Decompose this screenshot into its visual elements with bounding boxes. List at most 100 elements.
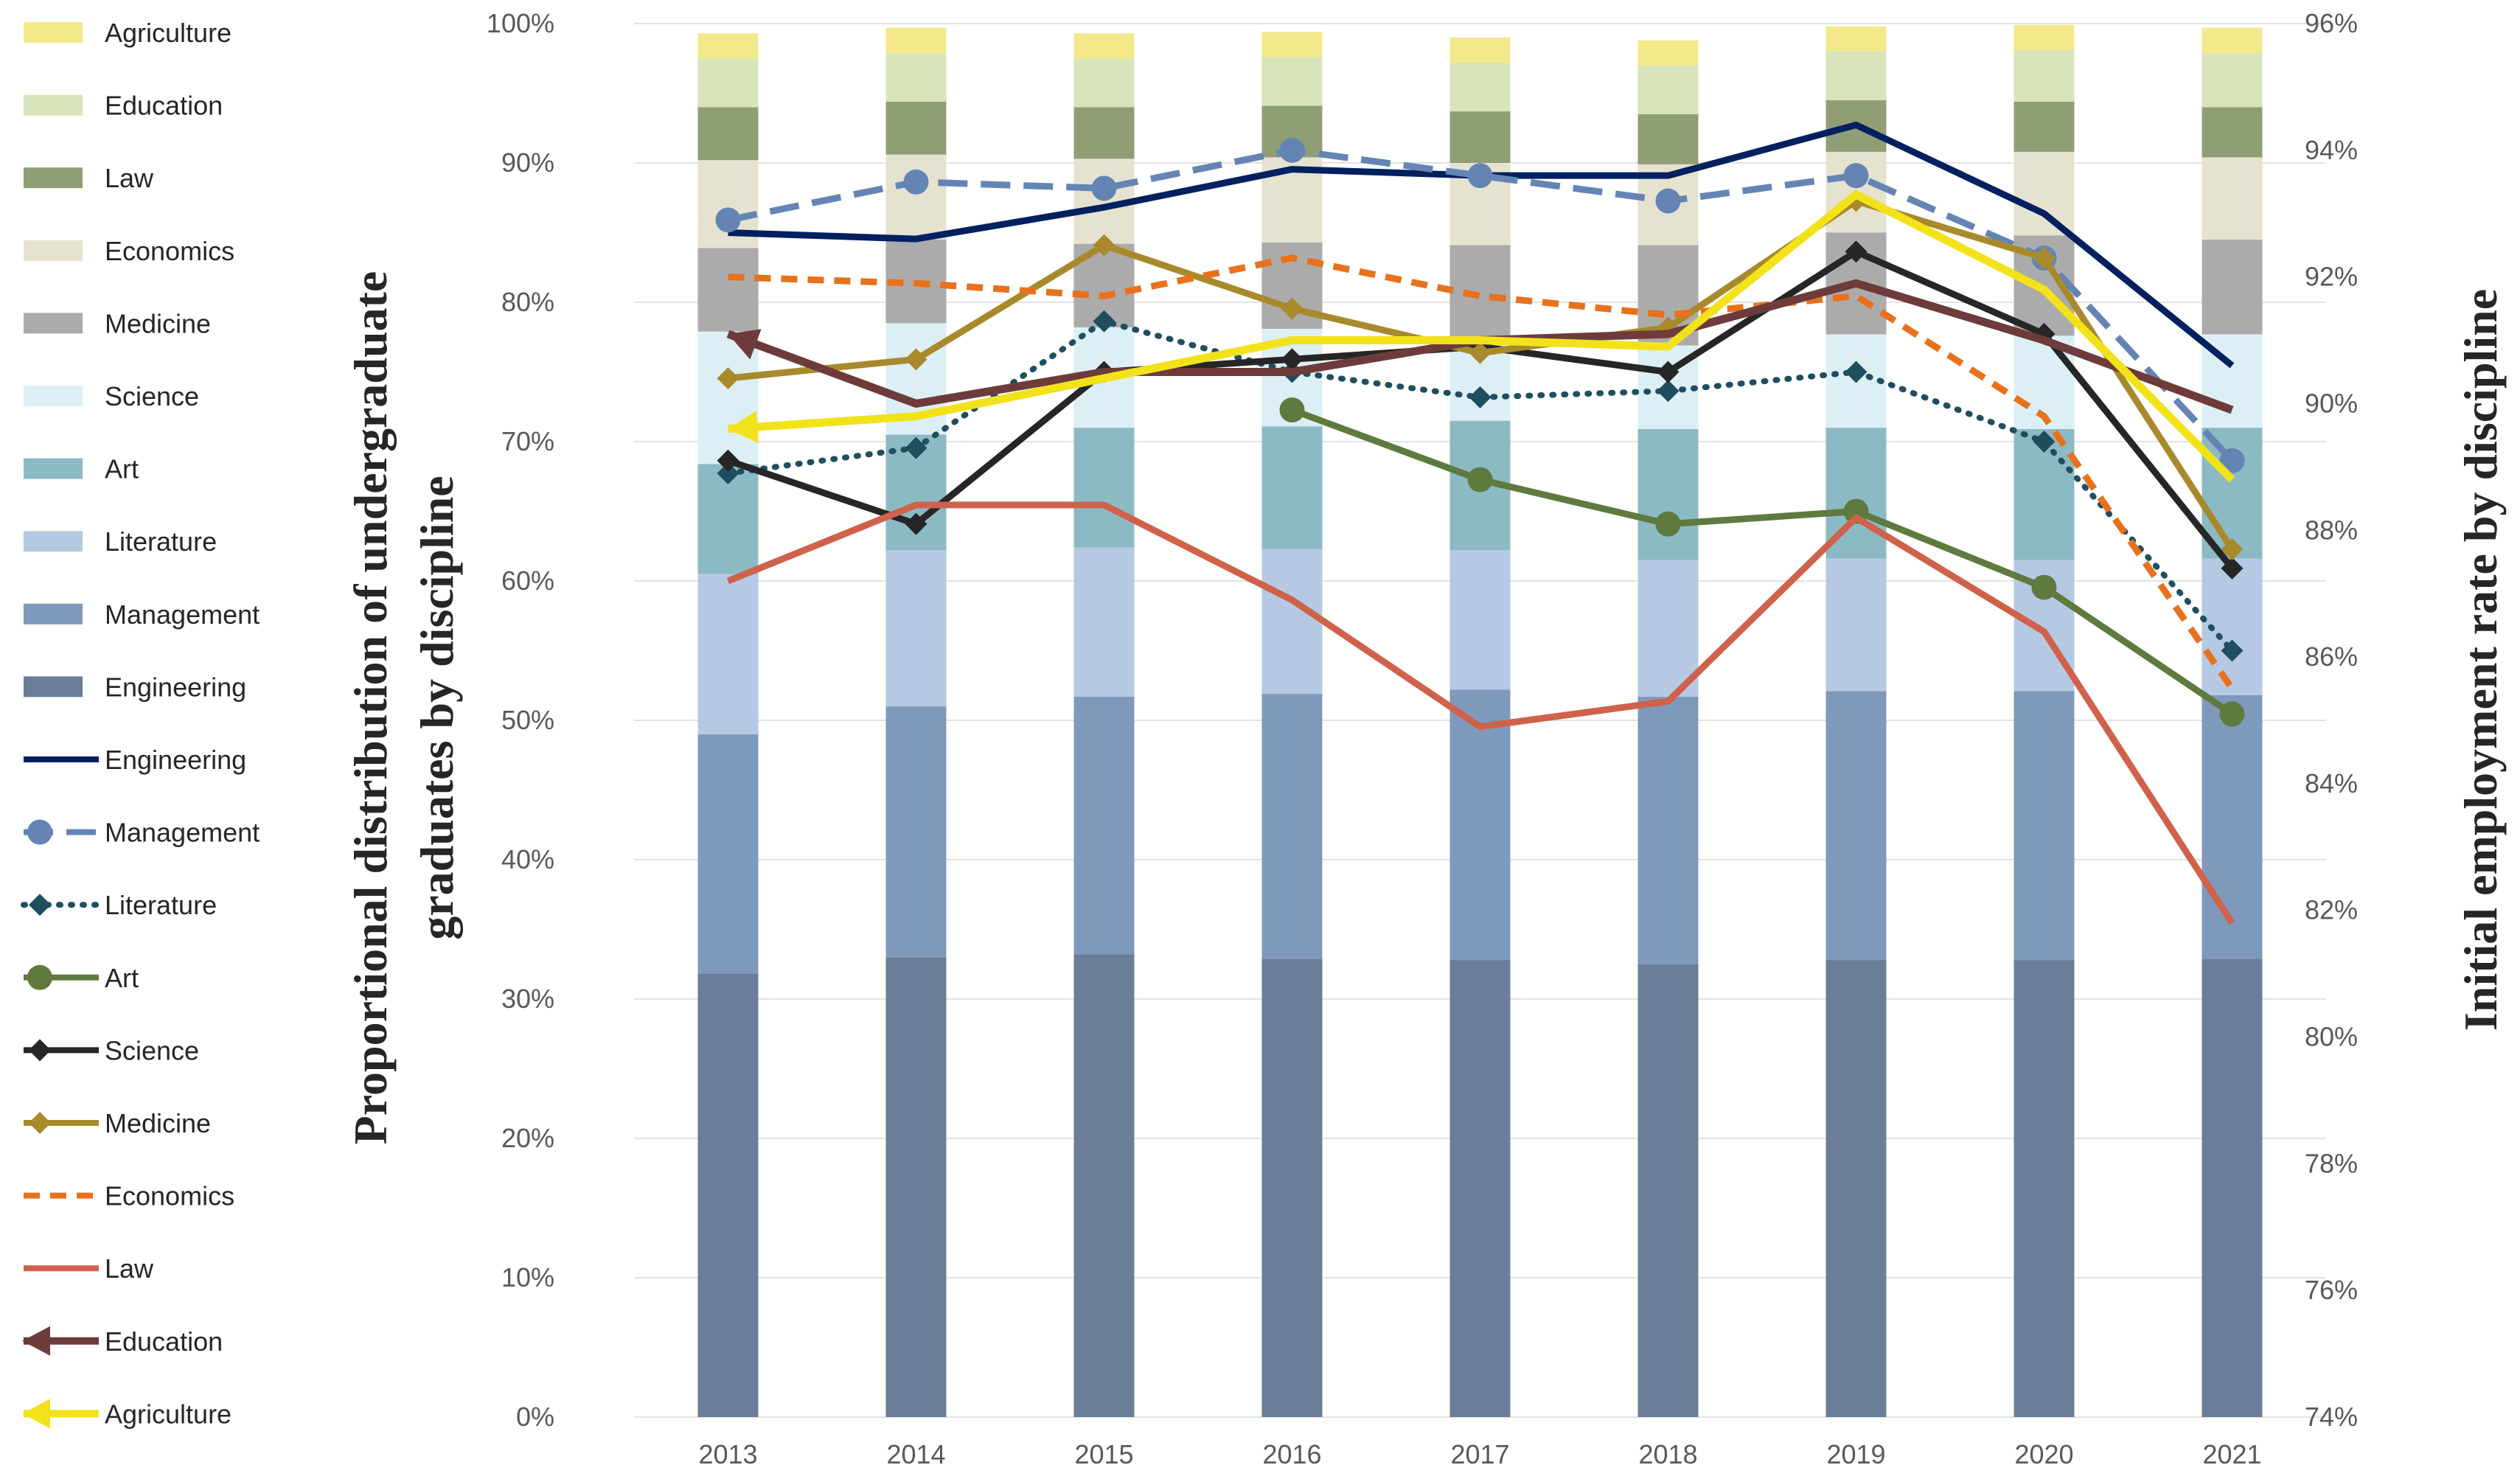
- legend-label-engineering: Engineering: [105, 745, 246, 775]
- bar-education: [2013, 49, 2075, 102]
- line-art: [1290, 406, 2235, 717]
- legend-swatch-medicine: [24, 313, 83, 334]
- marker-medicine: [905, 348, 927, 371]
- bar-law: [1637, 114, 1699, 164]
- y-right-tick-label: 92%: [2305, 262, 2358, 292]
- y-right-tick-label: 78%: [2305, 1148, 2358, 1178]
- bar-management: [1261, 694, 1323, 959]
- bar-education: [1637, 65, 1699, 114]
- bar-agriculture: [1073, 33, 1135, 59]
- marker-art: [2031, 574, 2057, 600]
- bar-education: [1261, 57, 1323, 106]
- bar-law: [1449, 111, 1511, 163]
- bar-economics: [885, 154, 947, 240]
- marker-management: [1467, 163, 1493, 189]
- bar-engineering: [1449, 960, 1511, 1417]
- legend-marker-art: [27, 964, 52, 990]
- legend-swatch-management: [24, 603, 83, 624]
- legend-swatch-literature: [24, 531, 83, 552]
- line-law: [726, 501, 2235, 925]
- legend-label-science: Science: [105, 381, 199, 411]
- y-right-tick-label: 96%: [2305, 8, 2358, 38]
- left-axis-title-line1: Proportional distribution of undergradua…: [344, 271, 397, 1145]
- legend: Agriculture Education Law Economics Medicine…: [21, 18, 260, 1429]
- line-economics: [728, 254, 2235, 691]
- marker-literature: [1469, 386, 1492, 408]
- legend-marker-medicine: [29, 1112, 51, 1134]
- bar-engineering: [2201, 958, 2263, 1417]
- bar-engineering: [1073, 954, 1135, 1417]
- legend-swatch-economics: [24, 240, 83, 261]
- legend-label-engineering: Engineering: [105, 672, 246, 702]
- legend-swatch-education: [24, 94, 83, 116]
- bar-management: [2201, 695, 2263, 959]
- bar-art: [1637, 428, 1699, 560]
- bar-medicine: [697, 248, 759, 332]
- bar-law: [697, 107, 759, 161]
- y-right-tick-label: 90%: [2305, 388, 2358, 418]
- bar-law: [1073, 107, 1135, 159]
- bar-management: [1449, 689, 1511, 961]
- bar-literature: [697, 574, 759, 734]
- left-axis-title-line2: graduates by discipline: [411, 476, 463, 939]
- bar-agriculture: [2201, 27, 2263, 53]
- marker-medicine: [2033, 246, 2056, 269]
- bar-management: [885, 706, 947, 958]
- legend-marker-literature: [29, 894, 51, 916]
- bar-art: [1261, 426, 1323, 549]
- legend-arrow-education: [22, 1326, 50, 1356]
- legend-label-management: Management: [105, 818, 260, 848]
- arrowhead-education: [728, 329, 762, 360]
- x-tick-label: 2020: [2014, 1439, 2073, 1469]
- x-tick-label: 2014: [886, 1439, 945, 1469]
- legend-swatch-engineering: [24, 676, 83, 697]
- bar-engineering: [1261, 958, 1323, 1417]
- bar-agriculture: [697, 33, 759, 59]
- y-left-tick-label: 80%: [501, 287, 554, 317]
- legend-label-literature: Literature: [105, 890, 217, 920]
- y-left-tick-label: 30%: [501, 984, 554, 1014]
- y-left-tick-label: 40%: [501, 844, 554, 874]
- bar-literature: [885, 550, 947, 707]
- bar-literature: [1825, 558, 1887, 692]
- bar-art: [1073, 428, 1135, 548]
- y-right-tick-label: 84%: [2305, 768, 2358, 798]
- bar-engineering: [885, 957, 947, 1417]
- bar-management: [1637, 696, 1699, 964]
- marker-science: [1657, 361, 1680, 383]
- legend-label-law: Law: [105, 1253, 154, 1284]
- bar-education: [1073, 58, 1135, 108]
- bar-literature: [1449, 550, 1511, 690]
- marker-science: [905, 512, 927, 535]
- bar-law: [2201, 107, 2263, 158]
- bar-agriculture: [1449, 37, 1511, 63]
- bar-engineering: [2013, 960, 2075, 1417]
- marker-management: [715, 207, 741, 233]
- legend-label-literature: Literature: [105, 526, 217, 557]
- line-agriculture: [728, 190, 2235, 483]
- x-tick-label: 2017: [1450, 1439, 1509, 1469]
- marker-art: [1467, 467, 1493, 493]
- axes: 0% 10% 20% 30% 40% 50% 60% 70% 80% 90% 100% 74% 76% 7…: [487, 8, 2358, 1469]
- left-axis-title: Proportional distribution of undergradua…: [344, 271, 463, 1145]
- y-right-tick-label: 88%: [2305, 515, 2358, 545]
- y-left-tick-label: 90%: [501, 147, 554, 178]
- y-right-tick-label: 80%: [2305, 1022, 2358, 1052]
- right-axis-title-text: Initial employment rate by discipline: [2454, 289, 2507, 1031]
- bar-engineering: [1637, 964, 1699, 1417]
- marker-literature: [1845, 361, 1868, 383]
- y-right-tick-label: 94%: [2305, 135, 2358, 165]
- y-right-tick-label: 82%: [2305, 895, 2358, 925]
- marker-literature: [2033, 431, 2056, 453]
- legend-label-agriculture: Agriculture: [105, 1399, 232, 1429]
- marker-art: [2219, 701, 2245, 727]
- y-left-tick-label: 0%: [516, 1402, 554, 1432]
- legend-label-management: Management: [105, 599, 260, 630]
- bar-agriculture: [1825, 26, 1887, 52]
- marker-literature: [2221, 639, 2244, 662]
- y-left-tick-label: 100%: [487, 8, 554, 38]
- y-right-tick-label: 86%: [2305, 641, 2358, 672]
- marker-art: [1655, 511, 1681, 537]
- y-left-tick-label: 50%: [501, 705, 554, 735]
